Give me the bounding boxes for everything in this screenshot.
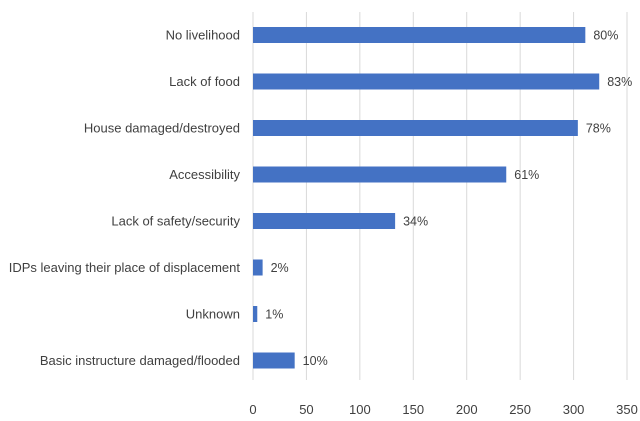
x-tick-label: 100 [349, 402, 371, 417]
x-tick-label: 350 [616, 402, 638, 417]
category-label: Unknown [186, 307, 240, 322]
data-label: 2% [271, 261, 289, 275]
data-label: 34% [403, 215, 428, 229]
x-tick-label: 250 [509, 402, 531, 417]
category-labels: No livelihood Lack of food House damaged/d… [9, 28, 241, 369]
category-label: Lack of food [169, 74, 240, 89]
data-labels: 80% 83% 78% 61% 34% 2% 1% 10% [265, 29, 632, 369]
data-label: 10% [303, 354, 328, 368]
x-tick-label: 300 [563, 402, 585, 417]
bar [253, 352, 295, 369]
category-label: Basic instructure damaged/flooded [40, 353, 240, 368]
bar [253, 120, 578, 136]
category-label: House damaged/destroyed [84, 121, 240, 136]
x-tick-label: 0 [249, 402, 256, 417]
x-tick-label: 200 [456, 402, 478, 417]
bars [253, 27, 600, 369]
bar [253, 73, 600, 90]
grid-lines [305, 12, 628, 380]
data-label: 78% [586, 122, 611, 136]
bar [253, 259, 263, 276]
x-tick-label: 50 [299, 402, 313, 417]
x-tick-label: 150 [402, 402, 424, 417]
bar [253, 27, 586, 43]
bar [253, 166, 507, 183]
category-label: IDPs leaving their place of displacement [9, 260, 241, 275]
category-label: Lack of safety/security [111, 214, 240, 229]
bar [253, 306, 258, 322]
category-label: Accessibility [169, 167, 240, 182]
data-label: 1% [265, 308, 283, 322]
bar [253, 213, 396, 229]
data-label: 61% [514, 168, 539, 182]
x-tick-labels: 0 50 100 150 200 250 300 350 [249, 402, 637, 417]
data-label: 80% [593, 29, 618, 43]
data-label: 83% [607, 75, 632, 89]
category-label: No livelihood [166, 28, 240, 43]
